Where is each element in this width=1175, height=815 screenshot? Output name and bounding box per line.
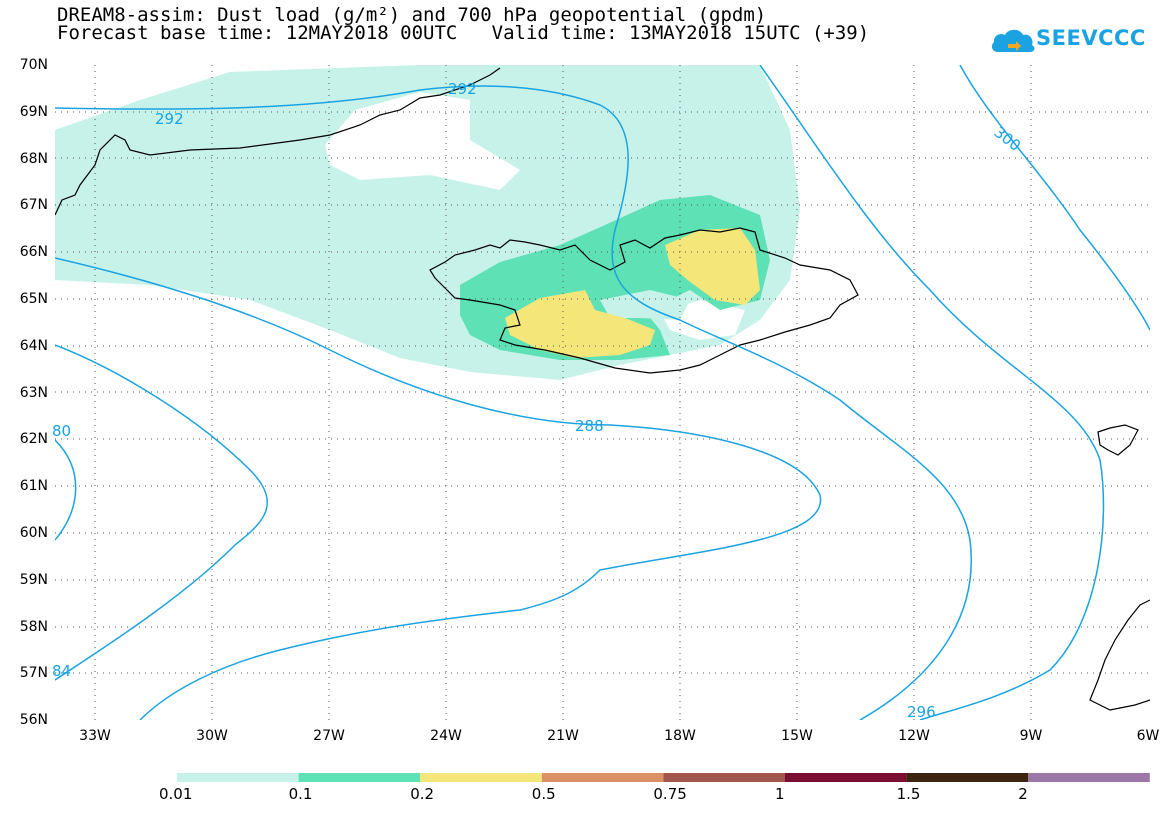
longitude-label: 27W <box>313 728 345 744</box>
longitude-label: 12W <box>898 728 930 744</box>
longitude-label: 21W <box>547 728 579 744</box>
colorbar-swatch <box>1028 773 1150 782</box>
colorbar-label: 1 <box>775 785 785 803</box>
colorbar-label: 2 <box>1018 785 1028 803</box>
colorbar-swatch <box>298 773 421 782</box>
latitude-label: 60N <box>19 525 48 541</box>
latitude-label: 62N <box>19 431 48 448</box>
colorbar-label: 0.2 <box>410 785 435 803</box>
colorbar-label: 1.5 <box>896 785 921 803</box>
colorbar-label: 0.5 <box>531 785 556 803</box>
longitude-label: 15W <box>781 728 813 744</box>
colorbar-label: 0.01 <box>159 785 193 803</box>
contour-label: 292 <box>448 80 477 98</box>
contour-label: 292 <box>155 110 184 128</box>
contour-label: 84 <box>52 662 72 680</box>
latitude-label: 67N <box>19 197 48 214</box>
longitude-label: 30W <box>196 728 228 744</box>
contour-label: 288 <box>575 417 604 435</box>
forecast-times: Forecast base time: 12MAY2018 00UTC Vali… <box>57 22 870 44</box>
map-title: DREAM8-assim: Dust load (g/m²) and 700 h… <box>57 4 767 26</box>
latitude-label: 70N <box>19 57 48 73</box>
colorbar-swatch <box>420 773 542 782</box>
latitude-label: 57N <box>19 665 48 682</box>
colorbar <box>177 773 1150 782</box>
contour-label: 80 <box>52 422 72 440</box>
latitude-label: 61N <box>19 478 48 495</box>
colorbar-swatch <box>906 773 1029 782</box>
coastline <box>55 67 1150 711</box>
latitude-label: 69N <box>19 103 48 120</box>
longitude-label: 6W <box>1136 728 1160 744</box>
colorbar-swatch <box>663 773 785 782</box>
latitude-label: 56N <box>19 712 48 729</box>
geopotential-contours <box>55 65 1150 720</box>
latitude-label: 64N <box>19 337 48 354</box>
longitude-label: 33W <box>79 728 111 744</box>
dust-area-yellow <box>505 290 655 358</box>
latitude-label: 58N <box>19 618 48 635</box>
colorbar-swatch <box>177 773 299 782</box>
map-grid <box>55 65 1150 720</box>
longitude-label: 9W <box>1019 728 1043 744</box>
seevccc-logo-text: SEEVCCC <box>1036 26 1146 50</box>
latitude-label: 68N <box>19 150 48 167</box>
latitude-label: 59N <box>19 571 48 588</box>
colorbar-label: 0.1 <box>288 785 313 803</box>
contour-label: 296 <box>907 703 936 721</box>
longitude-label: 24W <box>430 728 462 744</box>
latitude-label: 66N <box>19 244 48 261</box>
latitude-label: 65N <box>19 291 48 307</box>
colorbar-swatch <box>541 773 664 782</box>
dust-area-yellow <box>665 228 760 305</box>
longitude-label: 18W <box>664 728 696 744</box>
colorbar-swatch <box>785 773 907 782</box>
latitude-label: 63N <box>19 384 48 401</box>
cloud-logo-icon <box>991 29 1035 52</box>
colorbar-label: 0.75 <box>653 785 687 803</box>
